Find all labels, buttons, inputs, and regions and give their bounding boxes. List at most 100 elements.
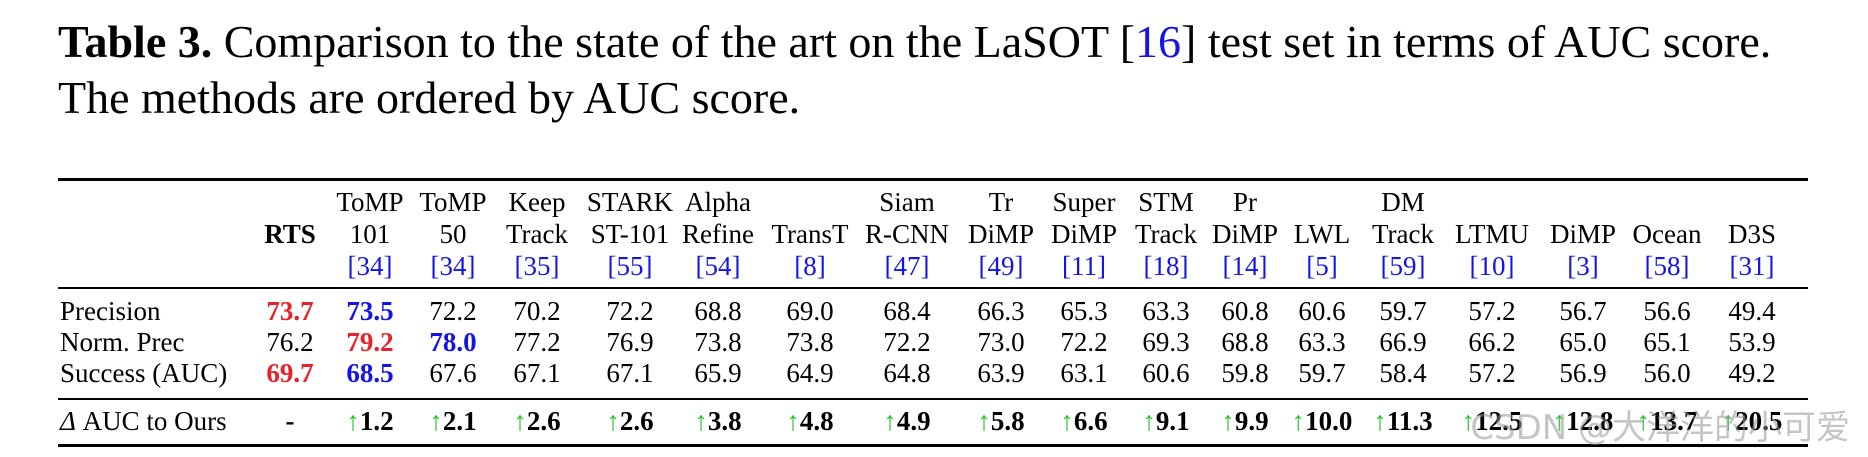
row-label: Success (AUC) xyxy=(60,358,228,388)
delta-value: 12.5 xyxy=(1475,406,1523,436)
table-cell: 57.2 xyxy=(1468,358,1516,388)
column-citation-link[interactable]: [31] xyxy=(1729,251,1775,281)
delta-cell: ↑12.5 xyxy=(1462,406,1523,437)
column-header-line: DiMP xyxy=(967,219,1035,249)
column-header: Super DiMP [11] xyxy=(1051,186,1117,282)
delta-cell: ↑4.9 xyxy=(883,406,930,437)
column-citation-link[interactable]: [18] xyxy=(1143,251,1189,281)
column-header: DiMP [3] xyxy=(1550,186,1616,282)
column-header-line: Ocean xyxy=(1632,219,1702,249)
delta-cell: ↑10.0 xyxy=(1292,406,1353,437)
column-citation-link[interactable]: [5] xyxy=(1306,251,1338,281)
column-header-line: ToMP xyxy=(336,187,404,217)
delta-cell: ↑9.9 xyxy=(1221,406,1268,437)
caption-label: Table 3. xyxy=(58,16,213,67)
up-arrow-icon: ↑ xyxy=(606,406,620,436)
caption-citation-link[interactable]: 16 xyxy=(1135,16,1182,67)
column-citation-link[interactable]: [49] xyxy=(978,251,1024,281)
up-arrow-icon: ↑ xyxy=(513,406,527,436)
table-cell: 70.2 xyxy=(513,296,561,326)
up-arrow-icon: ↑ xyxy=(1142,406,1156,436)
up-arrow-icon: ↑ xyxy=(1721,406,1736,436)
column-header-line: DM xyxy=(1381,187,1425,217)
column-header-line xyxy=(1728,186,1776,218)
table-cell: 49.4 xyxy=(1728,296,1776,326)
table-cell: 58.4 xyxy=(1379,358,1427,388)
table-cell: 63.3 xyxy=(1142,296,1190,326)
column-header-line: DiMP xyxy=(1050,219,1118,249)
column-citation-link[interactable]: [34] xyxy=(430,251,476,281)
column-header: LTMU [10] xyxy=(1455,186,1529,282)
column-citation-link[interactable]: [58] xyxy=(1644,251,1690,281)
delta-cell: ↑20.5 xyxy=(1722,406,1783,437)
header-rule xyxy=(58,287,1808,289)
column-header-line: STARK xyxy=(586,187,674,217)
delta-value: 4.9 xyxy=(896,406,931,436)
table-cell: 78.0 xyxy=(429,327,477,357)
delta-value: 11.3 xyxy=(1386,406,1433,436)
up-arrow-icon: ↑ xyxy=(883,406,897,436)
table-cell: 69.0 xyxy=(786,296,834,326)
column-header: DM Track [59] xyxy=(1372,186,1434,282)
delta-cell: ↑2.6 xyxy=(513,406,560,437)
table-cell: 68.5 xyxy=(346,358,394,388)
table-cell: 67.6 xyxy=(429,358,477,388)
column-header-line: Pr xyxy=(1232,187,1257,217)
column-header-line: DiMP xyxy=(1211,219,1279,249)
delta-value: 9.1 xyxy=(1155,406,1190,436)
column-header-line: RTS xyxy=(264,219,316,249)
up-arrow-icon: ↑ xyxy=(977,406,991,436)
delta-cell: ↑4.8 xyxy=(786,406,833,437)
table-cell: 60.6 xyxy=(1142,358,1190,388)
table-cell: 69.7 xyxy=(266,358,314,388)
column-citation-link[interactable]: [14] xyxy=(1222,251,1268,281)
column-header-line: LTMU xyxy=(1454,219,1530,249)
table-cell: 76.2 xyxy=(266,327,314,357)
column-header-line: Track xyxy=(505,219,569,249)
column-header: STARK ST-101 [55] xyxy=(587,186,673,282)
table-cell: 72.2 xyxy=(883,327,931,357)
column-citation-link[interactable]: [11] xyxy=(1062,251,1106,281)
column-citation-link[interactable]: [8] xyxy=(794,251,826,281)
column-citation-link[interactable]: [3] xyxy=(1567,251,1599,281)
table-cell: 77.2 xyxy=(513,327,561,357)
delta-cell: ↑1.2 xyxy=(346,406,393,437)
column-header-line xyxy=(1633,186,1702,218)
table-cell: 60.8 xyxy=(1221,296,1269,326)
table-cell: 73.7 xyxy=(266,296,314,326)
delta-value: 10.0 xyxy=(1305,406,1353,436)
delta-label-text: AUC to Ours xyxy=(75,406,227,436)
table-cell: 67.1 xyxy=(513,358,561,388)
column-header-line: 50 xyxy=(439,219,467,249)
column-header: Pr DiMP [14] xyxy=(1212,186,1278,282)
table-cell: 49.2 xyxy=(1728,358,1776,388)
delta-value: 3.8 xyxy=(707,406,742,436)
column-citation-link[interactable]: [59] xyxy=(1380,251,1426,281)
column-header-line: Siam xyxy=(879,187,935,217)
column-citation-link[interactable]: [54] xyxy=(695,251,741,281)
column-citation-link[interactable]: [47] xyxy=(884,251,930,281)
column-citation-link[interactable]: [10] xyxy=(1469,251,1515,281)
delta-cell: ↑6.6 xyxy=(1060,406,1107,437)
table-cell: 59.8 xyxy=(1221,358,1269,388)
table-cell: 69.3 xyxy=(1142,327,1190,357)
column-citation-link[interactable]: [55] xyxy=(607,251,653,281)
table-bottom-rule xyxy=(58,444,1808,447)
delta-cell: ↑13.7 xyxy=(1637,406,1698,437)
column-header-line: Super xyxy=(1052,187,1116,217)
up-arrow-icon: ↑ xyxy=(346,406,360,436)
table-cell: 64.9 xyxy=(786,358,834,388)
delta-cell: ↑3.8 xyxy=(694,406,741,437)
table-cell: 56.9 xyxy=(1559,358,1607,388)
table-cell: 68.8 xyxy=(1221,327,1269,357)
table-cell: 73.5 xyxy=(346,296,394,326)
table-cell: 56.0 xyxy=(1643,358,1691,388)
column-citation-link[interactable]: [34] xyxy=(347,251,393,281)
table-cell: 65.9 xyxy=(694,358,742,388)
column-header-line: TransT xyxy=(771,219,849,249)
delta-value: 12.8 xyxy=(1566,406,1614,436)
delta-value: 13.7 xyxy=(1650,406,1698,436)
column-header-line xyxy=(264,186,316,218)
column-citation-link[interactable]: [35] xyxy=(514,251,560,281)
up-arrow-icon: ↑ xyxy=(429,406,443,436)
